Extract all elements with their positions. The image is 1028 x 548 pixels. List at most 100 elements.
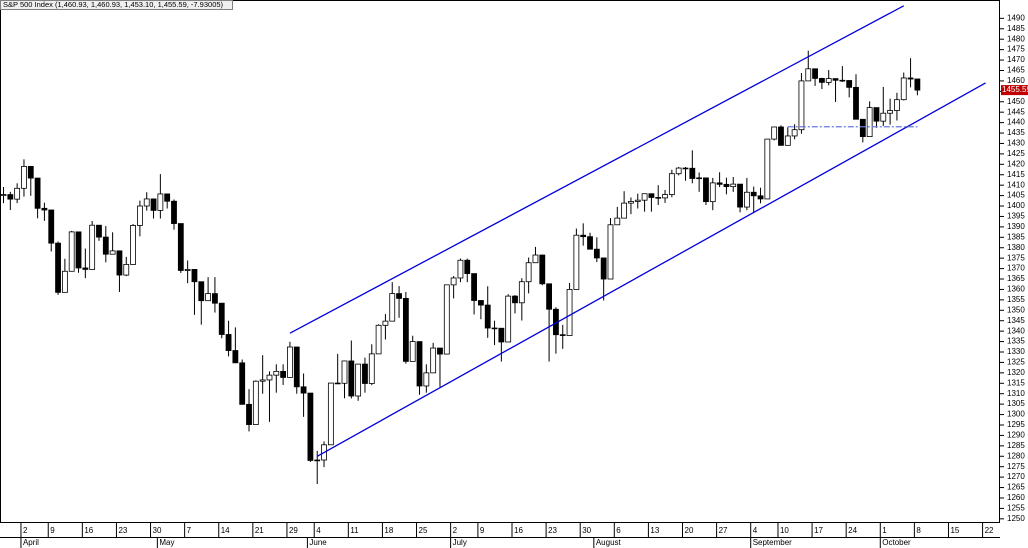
candle-body <box>873 107 880 122</box>
candle-body <box>703 177 709 203</box>
candle-body <box>784 135 791 146</box>
y-tick-label: 1380 <box>1007 243 1025 252</box>
y-tick-label: 1400 <box>1007 201 1025 210</box>
candle-body <box>887 110 893 114</box>
candle-body <box>532 254 539 264</box>
month-label: July <box>453 538 467 547</box>
candle-body <box>750 191 757 197</box>
candle-body <box>662 194 668 199</box>
candle-body <box>198 281 205 302</box>
candle-body <box>348 360 355 397</box>
candle-body <box>184 269 191 271</box>
x-tick-label: 4 <box>753 526 758 535</box>
candle-body <box>300 386 307 394</box>
y-tick-label: 1265 <box>1007 483 1025 492</box>
candle-body <box>477 300 484 306</box>
candle-body <box>900 77 907 101</box>
plot-frame <box>0 0 1000 523</box>
y-tick-label: 1325 <box>1007 358 1025 367</box>
price-marker-label: 1455.59 <box>1002 85 1028 94</box>
candle-body <box>546 283 552 310</box>
candle-body <box>696 177 703 180</box>
y-tick-label: 1285 <box>1007 441 1025 450</box>
candle-body <box>655 197 662 199</box>
candle-body <box>819 78 825 83</box>
candle-body <box>164 193 171 202</box>
candle-body <box>68 231 75 272</box>
x-tick-label: 24 <box>848 526 857 535</box>
candle-body <box>484 304 491 329</box>
x-tick-label: 13 <box>650 526 659 535</box>
candle-body <box>457 259 464 279</box>
y-tick-label: 1430 <box>1007 139 1025 148</box>
x-tick-label: 2 <box>23 526 28 535</box>
y-tick-label: 1370 <box>1007 264 1025 273</box>
candle-body <box>334 382 341 385</box>
x-tick-label: 18 <box>384 526 393 535</box>
candle-body <box>716 182 723 185</box>
x-tick-label: 23 <box>548 526 557 535</box>
candle-body <box>512 295 518 304</box>
y-tick-label: 1250 <box>1007 514 1025 523</box>
candle-body <box>689 167 696 179</box>
candle-body <box>498 327 505 343</box>
x-tick-label: 4 <box>316 526 321 535</box>
candle-body <box>41 207 48 211</box>
x-tick-label: 6 <box>616 526 621 535</box>
candle-body <box>757 195 764 200</box>
y-tick-label: 1275 <box>1007 462 1025 471</box>
candle-body <box>525 262 532 283</box>
candle-body <box>791 129 798 137</box>
candle-body <box>846 80 853 88</box>
candle-body <box>150 198 157 211</box>
candle-body <box>287 346 293 378</box>
y-tick-label: 1450 <box>1007 97 1025 106</box>
y-tick-label: 1375 <box>1007 253 1025 262</box>
y-tick-label: 1280 <box>1007 451 1025 460</box>
candle-body <box>307 392 314 461</box>
y-tick-label: 1490 <box>1007 13 1025 22</box>
x-tick-label: 21 <box>255 526 264 535</box>
candle-body <box>7 194 14 200</box>
candle-body <box>587 236 593 250</box>
candle-body <box>314 459 321 462</box>
y-tick-label: 1465 <box>1007 66 1025 75</box>
candle-body <box>914 78 921 91</box>
candle-body <box>293 346 300 388</box>
candle-body <box>464 259 471 274</box>
candle-body <box>423 372 430 387</box>
y-tick-label: 1330 <box>1007 347 1025 356</box>
y-tick-label: 1435 <box>1007 128 1025 137</box>
month-label: April <box>23 538 39 547</box>
trendline <box>289 5 905 334</box>
candle-body <box>157 193 164 211</box>
candle-body <box>682 167 689 170</box>
candle-body <box>123 264 130 276</box>
x-tick-label: 23 <box>118 526 127 535</box>
candle-body <box>730 183 737 188</box>
candle-body <box>34 177 41 209</box>
y-tick-label: 1395 <box>1007 212 1025 221</box>
candle-body <box>437 347 443 355</box>
candle-body <box>771 126 778 140</box>
y-tick-label: 1290 <box>1007 431 1025 440</box>
x-tick-label: 30 <box>153 526 162 535</box>
candle-body <box>355 363 362 397</box>
candle-body <box>805 68 812 82</box>
x-tick-label: 2 <box>453 526 458 535</box>
y-tick-label: 1485 <box>1007 24 1025 33</box>
candle-body <box>573 234 580 290</box>
candle-body <box>177 223 184 271</box>
title-box <box>0 0 233 10</box>
candle-body <box>430 347 437 374</box>
candle-body <box>109 250 116 255</box>
candle-body <box>212 293 218 304</box>
x-tick-label: 25 <box>419 526 428 535</box>
candle-body <box>628 201 634 204</box>
y-tick-label: 1425 <box>1007 149 1025 158</box>
candle-body <box>239 362 246 405</box>
x-tick-label: 16 <box>84 526 93 535</box>
candle-body <box>778 126 784 146</box>
candle-body <box>75 231 82 269</box>
y-tick-label: 1260 <box>1007 493 1025 502</box>
